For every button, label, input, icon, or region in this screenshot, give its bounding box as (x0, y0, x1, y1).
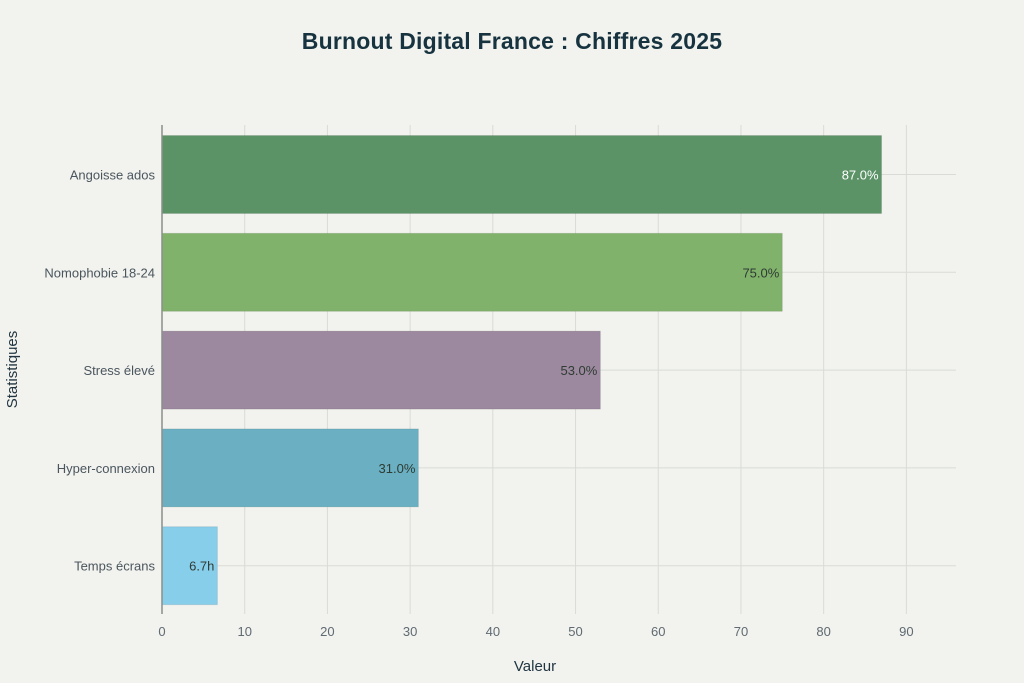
x-tick-label-30: 30 (403, 624, 417, 639)
data-label-0: 87.0% (842, 168, 879, 183)
chart-title: Burnout Digital France : Chiffres 2025 (301, 28, 723, 54)
category-label-4: Temps écrans (74, 559, 155, 574)
x-tick-label-70: 70 (734, 624, 748, 639)
data-label-4: 6.7h (189, 559, 214, 574)
x-tick-label-20: 20 (320, 624, 334, 639)
x-tick-label-40: 40 (486, 624, 500, 639)
bar-1 (161, 232, 783, 312)
data-label-2: 53.0% (560, 363, 597, 378)
x-tick-label-50: 50 (568, 624, 582, 639)
bar-2 (161, 330, 601, 410)
category-label-1: Nomophobie 18-24 (44, 265, 155, 280)
x-tick-label-90: 90 (899, 624, 913, 639)
y-axis-title: Statistiques (4, 331, 21, 409)
x-axis-title: Valeur (514, 658, 556, 675)
data-label-3: 31.0% (379, 461, 416, 476)
x-tick-label-60: 60 (651, 624, 665, 639)
x-tick-label-80: 80 (816, 624, 830, 639)
x-tick-label-0: 0 (158, 624, 165, 639)
x-tick-label-10: 10 (237, 624, 251, 639)
category-label-2: Stress élevé (83, 363, 155, 378)
data-label-1: 75.0% (742, 265, 779, 280)
bar-0 (161, 135, 883, 214)
bar-3 (161, 428, 419, 508)
category-label-3: Hyper-connexion (57, 461, 155, 476)
category-label-0: Angoisse ados (70, 168, 156, 183)
